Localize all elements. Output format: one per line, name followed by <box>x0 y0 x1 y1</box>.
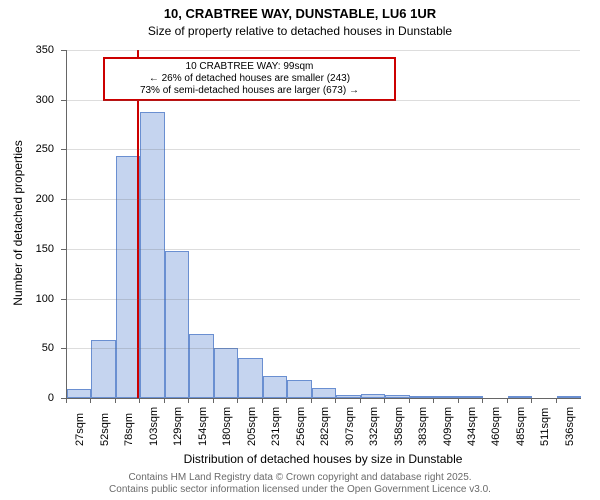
x-tick-label: 282sqm <box>319 407 331 446</box>
x-tick-label: 205sqm <box>246 407 258 446</box>
callout-line: 10 CRABTREE WAY: 99sqm <box>109 61 390 73</box>
x-tick-mark <box>409 398 410 403</box>
y-tick-label: 0 <box>0 392 54 404</box>
y-tick-label: 350 <box>0 44 54 56</box>
histogram-bar <box>263 376 287 398</box>
x-tick-mark <box>164 398 165 403</box>
x-tick-label: 27sqm <box>74 413 86 446</box>
footer-line-2: Contains public sector information licen… <box>0 484 600 496</box>
histogram-bar <box>238 358 262 398</box>
y-tick-label: 200 <box>0 193 54 205</box>
callout-line: ← 26% of detached houses are smaller (24… <box>109 73 390 85</box>
marker-line <box>137 50 139 398</box>
callout-line: 73% of semi-detached houses are larger (… <box>109 85 390 97</box>
x-tick-label: 154sqm <box>197 407 209 446</box>
chart-container: 10, CRABTREE WAY, DUNSTABLE, LU6 1UR Siz… <box>0 0 600 500</box>
x-tick-mark <box>237 398 238 403</box>
x-tick-label: 129sqm <box>172 407 184 446</box>
y-tick-label: 300 <box>0 94 54 106</box>
grid-line <box>66 299 580 300</box>
x-tick-mark <box>335 398 336 403</box>
histogram-bar <box>165 251 189 398</box>
grid-line <box>66 249 580 250</box>
x-tick-label: 52sqm <box>99 413 111 446</box>
histogram-bar <box>67 389 91 398</box>
x-tick-label: 358sqm <box>393 407 405 446</box>
grid-line <box>66 149 580 150</box>
grid-line <box>66 348 580 349</box>
x-tick-label: 332sqm <box>368 407 380 446</box>
x-tick-label: 460sqm <box>490 407 502 446</box>
chart-subtitle: Size of property relative to detached ho… <box>0 24 600 38</box>
x-tick-label: 256sqm <box>295 407 307 446</box>
x-tick-mark <box>115 398 116 403</box>
footer-line-1: Contains HM Land Registry data © Crown c… <box>0 472 600 484</box>
x-tick-label: 180sqm <box>221 407 233 446</box>
callout-box: 10 CRABTREE WAY: 99sqm← 26% of detached … <box>103 57 396 101</box>
histogram-bar <box>385 395 409 398</box>
y-tick-label: 150 <box>0 243 54 255</box>
x-tick-mark <box>213 398 214 403</box>
histogram-bar <box>410 396 434 398</box>
x-tick-label: 383sqm <box>417 407 429 446</box>
grid-line <box>66 50 580 51</box>
grid-line <box>66 199 580 200</box>
x-tick-mark <box>482 398 483 403</box>
grid-line <box>66 100 580 101</box>
histogram-bar <box>361 394 385 398</box>
x-tick-label: 78sqm <box>123 413 135 446</box>
x-tick-mark <box>139 398 140 403</box>
histogram-bar <box>336 395 360 398</box>
chart-title: 10, CRABTREE WAY, DUNSTABLE, LU6 1UR <box>0 6 600 21</box>
histogram-bar <box>557 396 581 398</box>
x-axis-label: Distribution of detached houses by size … <box>66 452 580 466</box>
x-tick-label: 485sqm <box>515 407 527 446</box>
histogram-bar <box>140 112 164 398</box>
x-tick-mark <box>360 398 361 403</box>
x-tick-mark <box>90 398 91 403</box>
y-tick-label: 250 <box>0 143 54 155</box>
y-tick-label: 100 <box>0 293 54 305</box>
x-tick-label: 231sqm <box>270 407 282 446</box>
x-tick-label: 307sqm <box>344 407 356 446</box>
histogram-bar <box>214 348 238 398</box>
x-tick-label: 103sqm <box>148 407 160 446</box>
y-tick-label: 50 <box>0 342 54 354</box>
histogram-bar <box>287 380 311 398</box>
histogram-bar <box>434 396 458 398</box>
x-tick-mark <box>66 398 67 403</box>
histogram-bar <box>459 396 483 398</box>
histogram-bar <box>312 388 336 398</box>
x-tick-mark <box>531 398 532 403</box>
x-tick-mark <box>556 398 557 403</box>
histogram-bar <box>189 334 213 398</box>
footer-text: Contains HM Land Registry data © Crown c… <box>0 472 600 496</box>
x-tick-label: 511sqm <box>539 408 551 446</box>
x-tick-label: 536sqm <box>564 407 576 446</box>
x-tick-mark <box>262 398 263 403</box>
x-tick-label: 409sqm <box>442 407 454 446</box>
x-tick-mark <box>188 398 189 403</box>
x-tick-mark <box>433 398 434 403</box>
x-tick-mark <box>507 398 508 403</box>
x-tick-mark <box>311 398 312 403</box>
x-tick-mark <box>286 398 287 403</box>
x-tick-mark <box>458 398 459 403</box>
histogram-bar <box>508 396 532 398</box>
plot-area: 10 CRABTREE WAY: 99sqm← 26% of detached … <box>66 50 581 399</box>
x-tick-mark <box>384 398 385 403</box>
x-tick-label: 434sqm <box>466 407 478 446</box>
